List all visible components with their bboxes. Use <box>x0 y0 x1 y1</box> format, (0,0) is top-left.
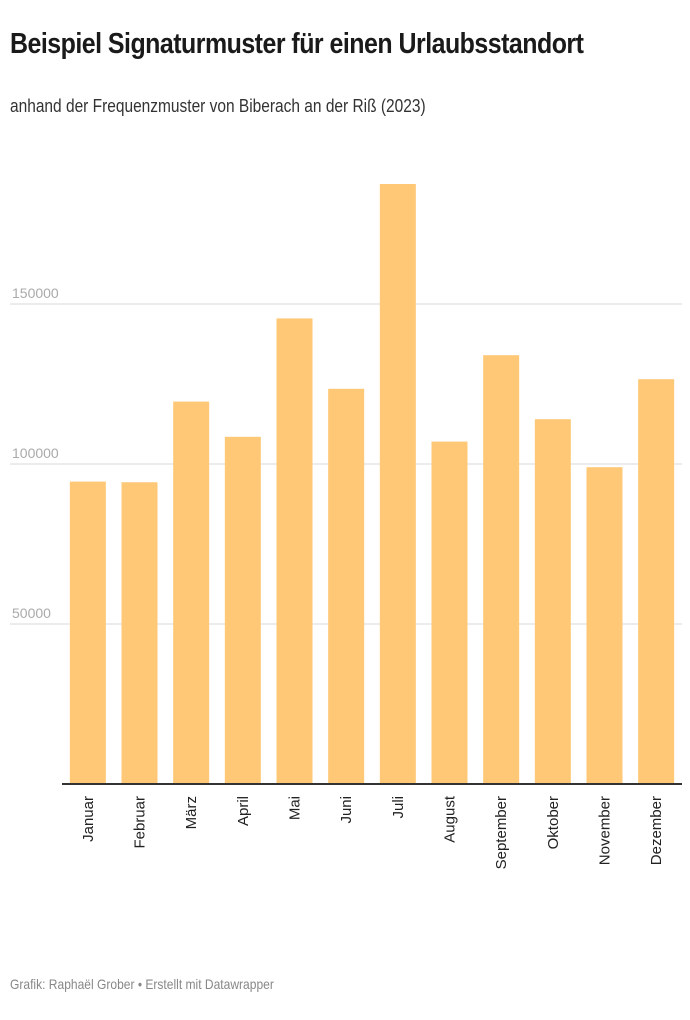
category-label: Juni <box>338 796 355 824</box>
category-label: Januar <box>80 796 97 842</box>
bar-märz <box>173 401 210 784</box>
y-tick-label: 100000 <box>12 445 59 461</box>
bar-dezember <box>638 379 675 784</box>
category-label: Mai <box>287 796 304 820</box>
chart-credit: Grafik: Raphaël Grober • Erstellt mit Da… <box>10 976 274 992</box>
category-label: September <box>493 796 510 869</box>
category-label: Dezember <box>648 796 665 865</box>
category-label: August <box>442 795 459 843</box>
category-label: Oktober <box>545 796 562 849</box>
chart-title: Beispiel Signaturmuster für einen Urlaub… <box>10 28 584 60</box>
y-tick-label: 150000 <box>12 285 59 301</box>
category-label: März <box>183 796 200 829</box>
category-label: April <box>235 796 252 826</box>
bar-januar <box>69 481 106 784</box>
chart-subtitle: anhand der Frequenzmuster von Biberach a… <box>10 96 426 116</box>
category-label: Juli <box>390 796 407 819</box>
bar-mai <box>276 318 313 784</box>
category-label: November <box>597 796 614 865</box>
bar-juni <box>328 388 365 784</box>
category-labels: Januar Februar März April Mai Juni Juli August S… <box>80 795 665 869</box>
bars <box>69 184 675 784</box>
category-label: Februar <box>132 796 149 849</box>
bar-oktober <box>534 419 571 784</box>
y-tick-label: 50000 <box>12 605 51 621</box>
bar-november <box>586 467 623 784</box>
bar-august <box>431 441 468 784</box>
bar-juli <box>379 184 416 784</box>
bar-september <box>483 355 520 784</box>
bar-februar <box>121 482 158 784</box>
bar-april <box>224 436 261 784</box>
